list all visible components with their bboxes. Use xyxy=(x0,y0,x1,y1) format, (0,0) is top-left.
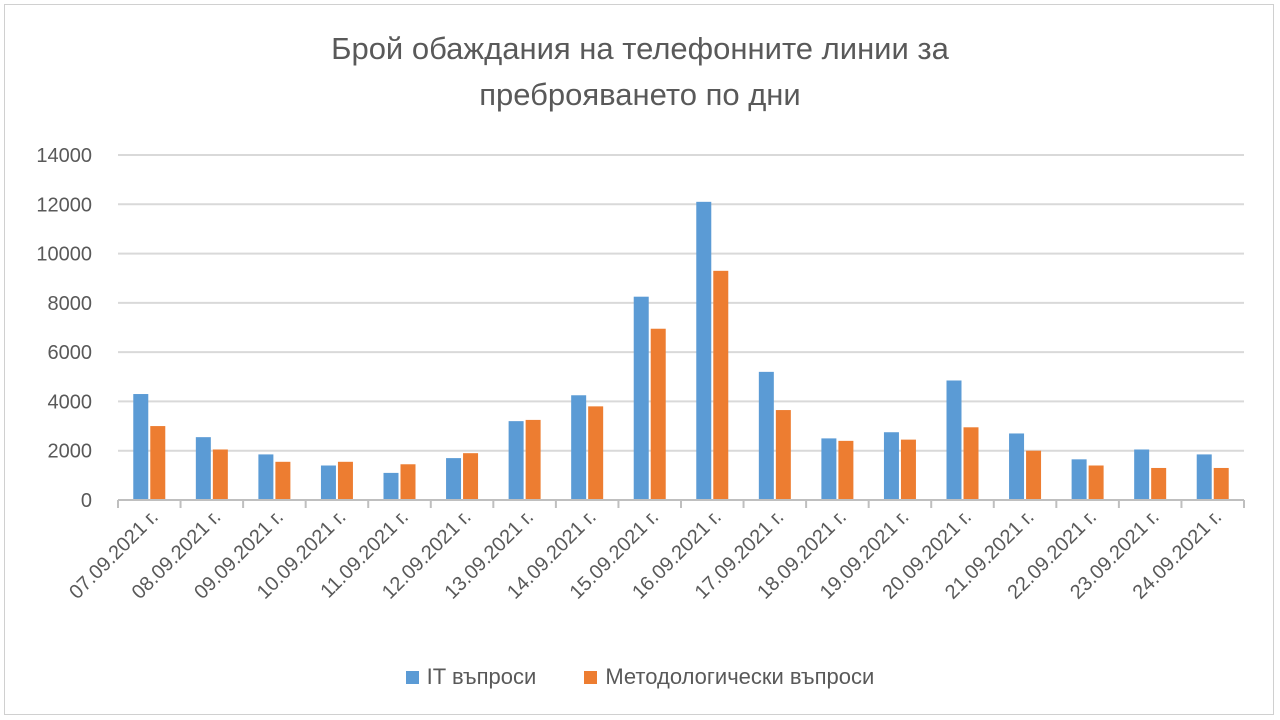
bar-methodological xyxy=(337,461,353,500)
bar-it xyxy=(508,421,524,500)
bar-methodological xyxy=(1213,467,1229,500)
chart-title-line-2: преброяването по дни xyxy=(479,77,801,112)
bar-it xyxy=(1134,449,1150,500)
bar-methodological xyxy=(838,440,854,500)
bar-methodological xyxy=(650,328,666,500)
bar-methodological xyxy=(713,270,729,500)
bar-it xyxy=(320,465,336,500)
bar-it xyxy=(633,296,649,500)
bar-it xyxy=(946,380,962,500)
y-tick-label: 10000 xyxy=(36,244,92,266)
legend-label-it: IT въпроси xyxy=(426,664,537,689)
y-tick-label: 0 xyxy=(81,490,92,512)
bar-methodological xyxy=(775,410,791,500)
y-tick-label: 6000 xyxy=(48,342,93,364)
bar-it xyxy=(758,371,774,500)
bar-it xyxy=(195,437,211,500)
y-tick-label: 4000 xyxy=(48,391,93,413)
y-tick-label: 8000 xyxy=(48,293,93,315)
y-axis-ticks: 0 2000 4000 6000 8000 10000 12000 14000 xyxy=(36,145,92,512)
bar-methodological xyxy=(525,419,541,500)
bar-chart: 0 2000 4000 6000 8000 10000 12000 14000 07.09.2… xyxy=(36,145,1245,604)
y-tick-label: 2000 xyxy=(48,441,93,463)
bars xyxy=(133,201,1229,501)
legend-swatch-it xyxy=(405,670,419,684)
chart-title-line-1: Брой обаждания на телефонните линии за xyxy=(331,31,949,66)
bar-methodological xyxy=(463,453,479,500)
bar-it xyxy=(133,394,149,500)
gridlines xyxy=(118,154,1244,452)
bar-methodological xyxy=(1088,465,1104,500)
bar-it xyxy=(1196,454,1212,500)
bar-methodological xyxy=(400,464,416,500)
bar-it xyxy=(571,395,587,500)
bar-it xyxy=(883,432,899,500)
x-axis xyxy=(117,499,1245,508)
bar-methodological xyxy=(588,406,604,500)
bar-methodological xyxy=(212,449,228,500)
legend: IT въпроси Методологически въпроси xyxy=(0,664,1280,690)
bar-it xyxy=(696,201,712,501)
bar-it xyxy=(821,438,837,500)
bar-it xyxy=(1009,433,1025,500)
legend-item-methodological: Методологически въпроси xyxy=(584,664,874,690)
legend-swatch-methodological xyxy=(584,670,598,684)
bar-methodological xyxy=(900,439,916,500)
bar-it xyxy=(1071,459,1087,500)
x-axis-ticks: 07.09.2021 г.08.09.2021 г.09.09.2021 г.1… xyxy=(65,506,1226,604)
bar-methodological xyxy=(963,427,979,500)
bar-methodological xyxy=(275,461,291,500)
bar-it xyxy=(258,454,274,500)
bar-methodological xyxy=(1151,467,1167,500)
bar-methodological xyxy=(150,426,166,500)
bar-methodological xyxy=(1026,450,1042,500)
chart-title: Брой обаждания на телефонните линии за п… xyxy=(0,26,1280,118)
legend-label-methodological: Методологически въпроси xyxy=(605,664,875,689)
bar-it xyxy=(446,458,462,500)
legend-item-it: IT въпроси xyxy=(405,664,537,690)
y-tick-label: 14000 xyxy=(36,145,92,167)
y-tick-label: 12000 xyxy=(36,194,92,216)
bar-it xyxy=(383,472,399,500)
chart-frame xyxy=(4,4,1274,715)
